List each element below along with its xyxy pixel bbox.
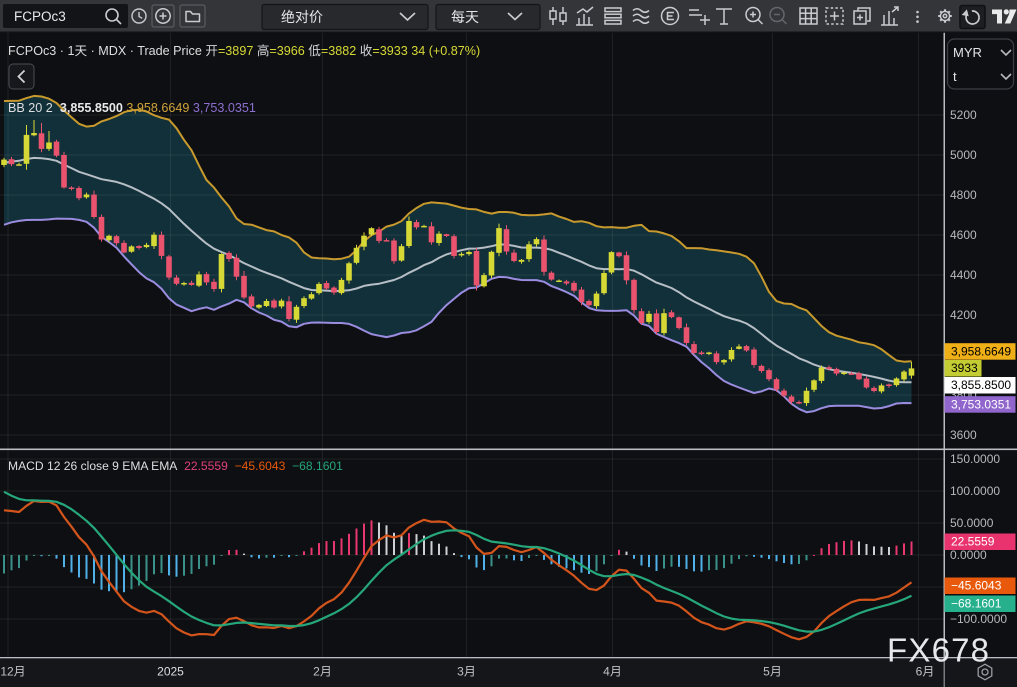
svg-text:−68.1601: −68.1601: [951, 597, 1002, 611]
svg-text:150.0000: 150.0000: [950, 452, 1000, 466]
svg-text:MYR: MYR: [953, 45, 982, 60]
svg-text:−45.6043: −45.6043: [951, 579, 1002, 593]
svg-text:−100.0000: −100.0000: [950, 612, 1007, 626]
svg-text:4600: 4600: [950, 228, 977, 242]
svg-text:4月: 4月: [603, 665, 622, 679]
svg-text:FCPOc3 · 1天 · MDX · Trade Pric: FCPOc3 · 1天 · MDX · Trade Price 开=3897 高…: [8, 43, 480, 58]
svg-text:MACD 12 26 close 9 EMA EMA 22: MACD 12 26 close 9 EMA EMA 22.5559 −45.6…: [8, 459, 343, 473]
svg-text:每天: 每天: [451, 9, 479, 25]
svg-text:绝对价: 绝对价: [281, 9, 323, 25]
svg-text:6月: 6月: [916, 665, 935, 679]
svg-text:t: t: [953, 69, 957, 84]
svg-text:3,855.8500: 3,855.8500: [951, 378, 1011, 392]
svg-text:4200: 4200: [950, 308, 977, 322]
svg-text:4400: 4400: [950, 268, 977, 282]
svg-text:22.5559: 22.5559: [951, 535, 995, 549]
svg-text:BB 20 2 3,855.8500 3,958.6649: BB 20 2 3,855.8500 3,958.6649 3,753.0351: [8, 101, 256, 115]
svg-text:5月: 5月: [763, 665, 782, 679]
svg-text:FX678: FX678: [887, 632, 990, 669]
svg-text:3,958.6649: 3,958.6649: [951, 344, 1011, 358]
svg-text:4800: 4800: [950, 188, 977, 202]
svg-text:3600: 3600: [950, 428, 977, 442]
svg-text:50.0000: 50.0000: [950, 516, 994, 530]
svg-text:5200: 5200: [950, 108, 977, 122]
svg-text:FCPOc3: FCPOc3: [14, 9, 66, 24]
svg-text:12月: 12月: [0, 665, 25, 679]
svg-text:2月: 2月: [313, 665, 332, 679]
svg-text:3,753.0351: 3,753.0351: [951, 397, 1011, 411]
svg-text:100.0000: 100.0000: [950, 484, 1000, 498]
svg-text:5000: 5000: [950, 148, 977, 162]
svg-text:3933: 3933: [951, 361, 978, 375]
svg-text:2025: 2025: [157, 665, 184, 679]
svg-text:0.0000: 0.0000: [950, 548, 987, 562]
svg-text:3月: 3月: [457, 665, 476, 679]
